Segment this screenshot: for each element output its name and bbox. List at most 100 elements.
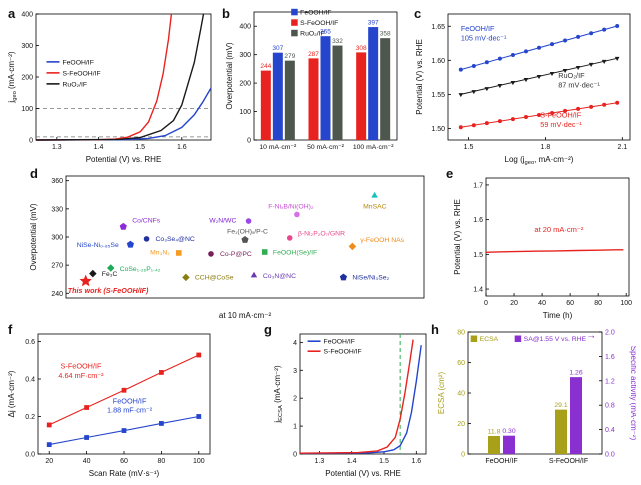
- svg-text:4.64 mF·cm⁻²: 4.64 mF·cm⁻²: [58, 371, 104, 380]
- svg-text:1.3: 1.3: [315, 458, 325, 465]
- svg-text:400: 400: [21, 12, 33, 19]
- svg-text:308: 308: [356, 45, 367, 52]
- panel-a-lsv-polarization: 1.3 1.4 1.5 1.6 0 100 200 300 400 Potential (V) v…: [6, 6, 218, 166]
- svg-text:γ-FeOOH NAs: γ-FeOOH NAs: [360, 237, 404, 244]
- svg-text:Co-P@PC: Co-P@PC: [220, 251, 252, 258]
- svg-text:80: 80: [157, 458, 165, 465]
- svg-text:S-FeOOH/IF: S-FeOOH/IF: [540, 111, 581, 120]
- tafel-slope-chart: 1.5 1.8 2.1 1.50 1.55 1.60 1.65 Log (jgeo, mA·c…: [415, 13, 631, 166]
- svg-text:1.5: 1.5: [379, 458, 389, 465]
- svg-text:jgeo (mA·cm⁻²): jgeo (mA·cm⁻²): [7, 51, 18, 103]
- svg-text:1.5: 1.5: [464, 144, 474, 151]
- svg-text:Potential (V) vs. RHE: Potential (V) vs. RHE: [86, 155, 162, 164]
- svg-text:240: 240: [51, 291, 63, 298]
- svg-text:105 mV·dec⁻¹: 105 mV·dec⁻¹: [461, 34, 507, 43]
- svg-text:330: 330: [51, 206, 63, 213]
- svg-text:1.5: 1.5: [135, 144, 145, 151]
- svg-text:FeOOH(Se)/IF: FeOOH(Se)/IF: [273, 249, 317, 256]
- panel-d-letter: d: [30, 166, 38, 181]
- svg-text:100 mA·cm⁻²: 100 mA·cm⁻²: [353, 144, 394, 151]
- ecsa-normalized-lsv-chart: 1.3 1.4 1.5 1.6 0 1 2 3 4 Potential (V) vs. RHE jE…: [273, 333, 427, 478]
- svg-text:279: 279: [284, 53, 295, 60]
- svg-text:FeOOH/IF: FeOOH/IF: [300, 10, 331, 17]
- svg-text:1.60: 1.60: [431, 58, 445, 65]
- svg-text:20: 20: [510, 300, 518, 307]
- svg-text:FeOOH/IF: FeOOH/IF: [324, 339, 355, 346]
- svg-text:Overpotential (mV): Overpotential (mV): [29, 203, 38, 270]
- svg-text:0.0: 0.0: [605, 452, 615, 459]
- svg-text:0.2: 0.2: [25, 414, 35, 421]
- svg-text:200: 200: [21, 75, 33, 82]
- svg-text:397: 397: [368, 20, 379, 27]
- svg-text:β-Ni₂P₂O₇/GNR: β-Ni₂P₂O₇/GNR: [298, 231, 345, 238]
- panel-f-letter: f: [8, 322, 13, 337]
- svg-text:10 mA·cm⁻²: 10 mA·cm⁻²: [259, 144, 297, 151]
- panel-g-ecsa-normalized-lsv: 1.3 1.4 1.5 1.6 0 1 2 3 4 Potential (V) vs. RHE jE…: [272, 326, 434, 480]
- svg-text:FeOOH/IF: FeOOH/IF: [113, 396, 147, 405]
- svg-text:Mn₃N₂: Mn₃N₂: [150, 249, 170, 256]
- svg-text:1.6: 1.6: [411, 458, 421, 465]
- panel-c-letter: c: [414, 6, 422, 21]
- svg-text:0: 0: [29, 138, 33, 145]
- svg-text:S-FeOOH/IF: S-FeOOH/IF: [324, 349, 362, 356]
- panel-h-letter: h: [431, 322, 439, 337]
- svg-text:MnSAC: MnSAC: [363, 203, 387, 210]
- chronopotentiometry-chart: 0 20 40 60 80 100 1.4 1.5 1.6 1.7 Time (h) Potentia…: [453, 177, 632, 320]
- svg-text:100: 100: [193, 458, 205, 465]
- svg-text:287: 287: [308, 51, 319, 58]
- svg-text:NiSe-Ni₀.₈₅Se: NiSe-Ni₀.₈₅Se: [77, 242, 119, 249]
- svg-text:FeOOH/IF: FeOOH/IF: [485, 458, 517, 465]
- svg-text:40: 40: [538, 300, 546, 307]
- panel-b-letter: b: [222, 6, 230, 21]
- svg-text:0: 0: [484, 300, 488, 307]
- svg-text:40: 40: [83, 458, 91, 465]
- double-layer-capacitance-chart: 20 40 60 80 100 0.0 0.2 0.4 0.6 Scan Rate (mV·s⁻¹…: [7, 333, 211, 478]
- svg-text:RuO₂/IF: RuO₂/IF: [63, 81, 88, 88]
- svg-text:→: →: [586, 331, 596, 342]
- svg-text:100: 100: [620, 300, 632, 307]
- svg-text:300: 300: [21, 43, 33, 50]
- svg-text:0.8: 0.8: [605, 403, 615, 410]
- svg-text:Specific activity (mA·cm⁻²): Specific activity (mA·cm⁻²): [629, 346, 636, 441]
- svg-text:Co/CNFs: Co/CNFs: [132, 217, 161, 224]
- svg-text:1.6: 1.6: [177, 144, 187, 151]
- svg-text:ECSA: ECSA: [480, 336, 499, 343]
- svg-text:2.0: 2.0: [605, 330, 615, 337]
- svg-text:1.50: 1.50: [431, 126, 445, 133]
- svg-text:Overpotential (mV): Overpotential (mV): [225, 42, 234, 109]
- svg-text:4: 4: [293, 340, 297, 347]
- panel-f-cdl-scan-rate: 20 40 60 80 100 0.0 0.2 0.4 0.6 Scan Rate (mV·s⁻¹…: [6, 326, 218, 480]
- svg-text:2: 2: [293, 396, 297, 403]
- svg-text:SA@1.55 V vs. RHE: SA@1.55 V vs. RHE: [524, 336, 587, 343]
- svg-text:Potential (V) vs. RHE: Potential (V) vs. RHE: [325, 469, 401, 478]
- svg-text:80: 80: [594, 300, 602, 307]
- svg-text:3: 3: [293, 368, 297, 375]
- svg-text:1.4: 1.4: [347, 458, 357, 465]
- svg-text:400: 400: [239, 24, 251, 31]
- panel-c-tafel-slopes: 1.5 1.8 2.1 1.50 1.55 1.60 1.65 Log (jgeo, mA·c…: [414, 6, 636, 166]
- panel-d-catalyst-comparison: 240 270 300 330 360 at 10 mA·cm⁻² Overpotentia…: [28, 170, 428, 322]
- svg-text:1.4: 1.4: [94, 144, 104, 151]
- svg-text:40: 40: [457, 391, 465, 398]
- svg-text:200: 200: [239, 81, 251, 88]
- svg-text:F-NiₓB/Ni(OH)₂: F-NiₓB/Ni(OH)₂: [268, 203, 314, 210]
- svg-text:1.55: 1.55: [431, 92, 445, 99]
- svg-text:CCH@CoSe: CCH@CoSe: [195, 275, 234, 282]
- svg-text:300: 300: [239, 52, 251, 59]
- svg-text:60: 60: [120, 458, 128, 465]
- svg-text:0: 0: [461, 452, 465, 459]
- svg-text:270: 270: [51, 263, 63, 270]
- svg-text:307: 307: [272, 45, 283, 52]
- svg-text:Log (jgeo, mA·cm⁻²): Log (jgeo, mA·cm⁻²): [505, 155, 574, 166]
- svg-text:80: 80: [457, 330, 465, 337]
- overpotential-bar-chart: 0 100 200 300 400 Overpotential (mV) 10 mA·cm⁻…: [225, 8, 398, 151]
- svg-text:jECSA (mA·cm⁻²): jECSA (mA·cm⁻²): [273, 365, 284, 424]
- svg-text:S-FeOOH/IF: S-FeOOH/IF: [549, 458, 588, 465]
- svg-text:20: 20: [457, 421, 465, 428]
- panel-b-overpotential-bars: 0 100 200 300 400 Overpotential (mV) 10 mA·cm⁻…: [224, 6, 400, 166]
- svg-text:1.4: 1.4: [473, 287, 483, 294]
- svg-text:1.2: 1.2: [605, 378, 615, 385]
- svg-text:1.5: 1.5: [473, 252, 483, 259]
- svg-text:Potential (V) vs. RHE: Potential (V) vs. RHE: [415, 39, 424, 115]
